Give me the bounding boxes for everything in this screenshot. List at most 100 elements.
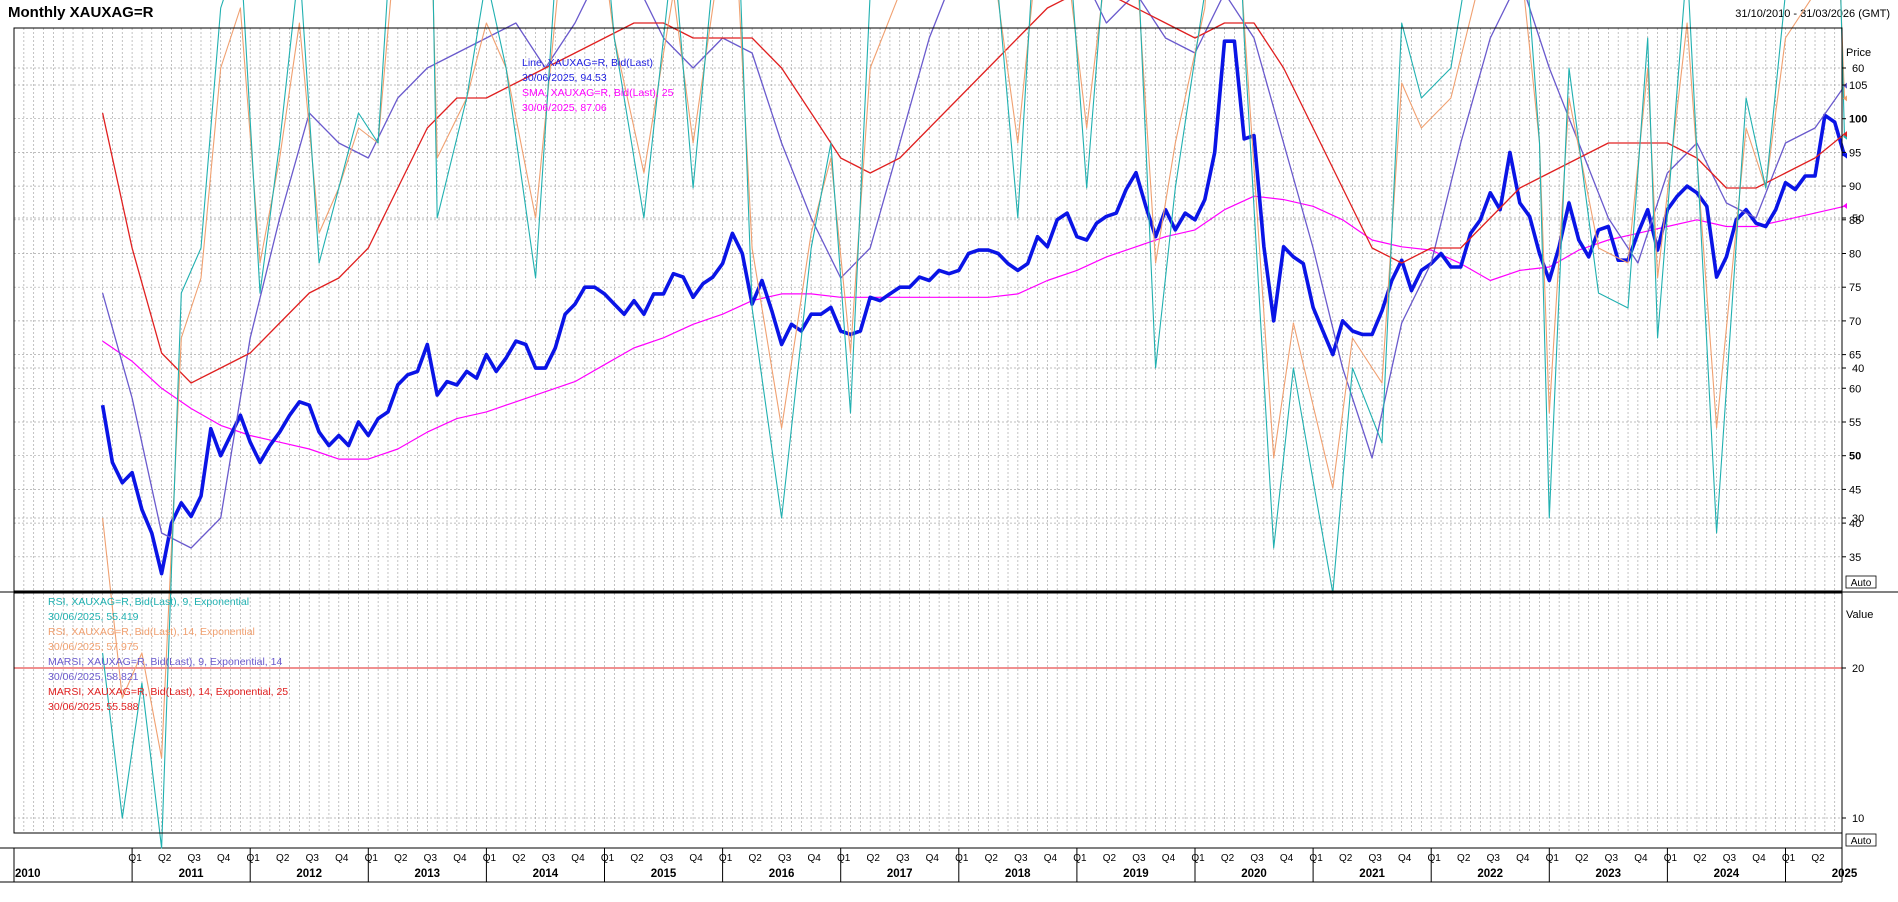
indicator-legend-entry: 30/06/2025, 57.975 [48, 641, 139, 653]
indicator-last-marker [1843, 82, 1847, 89]
y-tick-label: 35 [1849, 552, 1861, 564]
sma-last-marker [1843, 202, 1847, 209]
marsi14-line [101, 0, 1845, 384]
y-tick-label: 95 [1849, 147, 1861, 159]
quarter-label: Q1 [1309, 853, 1323, 864]
y-tick-label: 30 [1852, 513, 1864, 525]
year-label: 2012 [296, 868, 322, 880]
price-line [100, 39, 1847, 576]
y-tick-label: 70 [1849, 316, 1861, 328]
quarter-label: Q3 [1014, 853, 1028, 864]
quarter-label: Q1 [719, 853, 733, 864]
quarter-label: Q3 [896, 853, 910, 864]
quarter-label: Q4 [1752, 853, 1766, 864]
year-label: 2017 [887, 868, 913, 880]
year-label: 2013 [415, 868, 441, 880]
quarter-label: Q4 [453, 853, 467, 864]
indicator-y-axis: 102030405060708090ValueAuto [1842, 63, 1877, 847]
y-tick-label: 40 [1852, 363, 1864, 375]
year-label: 2016 [769, 868, 795, 880]
year-label: 2018 [1005, 868, 1031, 880]
price-grid [13, 28, 1842, 591]
quarter-label: Q2 [985, 853, 999, 864]
date-range: 31/10/2010 - 31/03/2026 (GMT) [1735, 8, 1890, 20]
quarter-label: Q2 [1811, 853, 1825, 864]
rsi9-line [102, 0, 1846, 849]
year-label: 2024 [1714, 868, 1740, 880]
x-axis: Q1 Q2 Q3 Q4 Q1 Q2 Q3 Q4 Q1 Q2 Q3 Q4 Q1 Q2 Q3 Q4 Q1 Q2 Q3 Q4… [0, 847, 1858, 883]
price-auto-label: Auto [1851, 578, 1872, 589]
quarter-label: Q4 [1280, 853, 1294, 864]
quarter-label: Q4 [689, 853, 703, 864]
quarter-label: Q1 [483, 853, 497, 864]
quarter-label: Q4 [1398, 853, 1412, 864]
indicator-legend-entry: MARSI, XAUXAG=R, Bid(Last), 9, Exponenti… [48, 656, 283, 668]
quarter-label: Q3 [778, 853, 792, 864]
indicator-auto-label: Auto [1851, 836, 1872, 847]
quarter-label: Q1 [1664, 853, 1678, 864]
indicator-auto-button [1845, 833, 1877, 847]
indicator-axis-label: Value [1846, 609, 1873, 621]
y-tick-label: 45 [1849, 484, 1861, 496]
quarter-label: Q3 [306, 853, 320, 864]
price-axis-label: Price [1846, 47, 1871, 59]
year-label: 2025 [1832, 868, 1858, 880]
quarter-label: Q3 [1723, 853, 1737, 864]
quarter-label: Q2 [276, 853, 290, 864]
quarter-label: Q2 [1693, 853, 1707, 864]
y-tick-label: 80 [1849, 249, 1861, 261]
panel-frames [0, 27, 1898, 882]
quarter-label: Q3 [660, 853, 674, 864]
quarter-label: Q4 [1516, 853, 1530, 864]
quarter-label: Q2 [1221, 853, 1235, 864]
quarter-label: Q2 [867, 853, 881, 864]
quarter-label: Q4 [808, 853, 822, 864]
year-label: 2010 [15, 868, 41, 880]
indicator-legend-entry: 30/06/2025, 55.588 [48, 701, 139, 713]
indicator-panel-frame [13, 592, 1843, 834]
y-tick-label: 75 [1849, 282, 1861, 294]
indicator-legend-entry: 30/06/2025, 55.419 [48, 611, 139, 623]
quarter-label: Q2 [1457, 853, 1471, 864]
quarter-label: Q3 [1605, 853, 1619, 864]
price-auto-button [1845, 575, 1877, 589]
quarter-label: Q2 [1575, 853, 1589, 864]
indicator-series [101, 0, 1847, 849]
year-label: 2014 [533, 868, 559, 880]
year-label: 2021 [1359, 868, 1385, 880]
y-tick-label: 65 [1849, 350, 1861, 362]
y-tick-label: 90 [1849, 181, 1861, 193]
price-legend: Line, XAUXAG=R, Bid(Last) 30/06/2025, 94.… [522, 56, 673, 116]
y-tick-label: 50 [1849, 451, 1861, 463]
quarter-label: Q2 [158, 853, 172, 864]
quarter-label: Q3 [1368, 853, 1382, 864]
year-label: 2023 [1596, 868, 1622, 880]
quarter-label: Q1 [837, 853, 851, 864]
year-label: 2020 [1241, 868, 1267, 880]
y-tick-label: 55 [1849, 417, 1861, 429]
chart-title: Monthly XAUXAG=R [8, 4, 154, 21]
y-tick-label: 100 [1849, 114, 1867, 126]
quarter-label: Q1 [601, 853, 615, 864]
quarter-label: Q2 [630, 853, 644, 864]
indicator-legend-entry: MARSI, XAUXAG=R, Bid(Last), 14, Exponent… [48, 686, 289, 698]
quarter-label: Q1 [1191, 853, 1205, 864]
price-legend-entry: 30/06/2025, 94.53 [522, 72, 607, 84]
price-series [100, 39, 1847, 576]
quarter-label: Q2 [1339, 853, 1353, 864]
quarter-label: Q3 [187, 853, 201, 864]
quarter-label: Q4 [1162, 853, 1176, 864]
price-legend-entry: SMA, XAUXAG=R, Bid(Last), 25 [522, 87, 674, 99]
quarter-label: Q3 [1250, 853, 1264, 864]
quarter-label: Q1 [1546, 853, 1560, 864]
quarter-label: Q1 [1428, 853, 1442, 864]
quarter-label: Q2 [394, 853, 408, 864]
price-y-axis: 35 40 45 50 55 60 65 70 75 80 85 90 95 100 105 Price Aut… [1842, 47, 1877, 589]
quarter-label: Q1 [247, 853, 261, 864]
quarter-label: Q1 [1073, 853, 1087, 864]
quarter-label: Q4 [571, 853, 585, 864]
y-tick-label: 50 [1852, 213, 1864, 225]
marsi9-line [101, 0, 1846, 549]
indicator-legend-entry: RSI, XAUXAG=R, Bid(Last), 9, Exponential [48, 596, 250, 608]
